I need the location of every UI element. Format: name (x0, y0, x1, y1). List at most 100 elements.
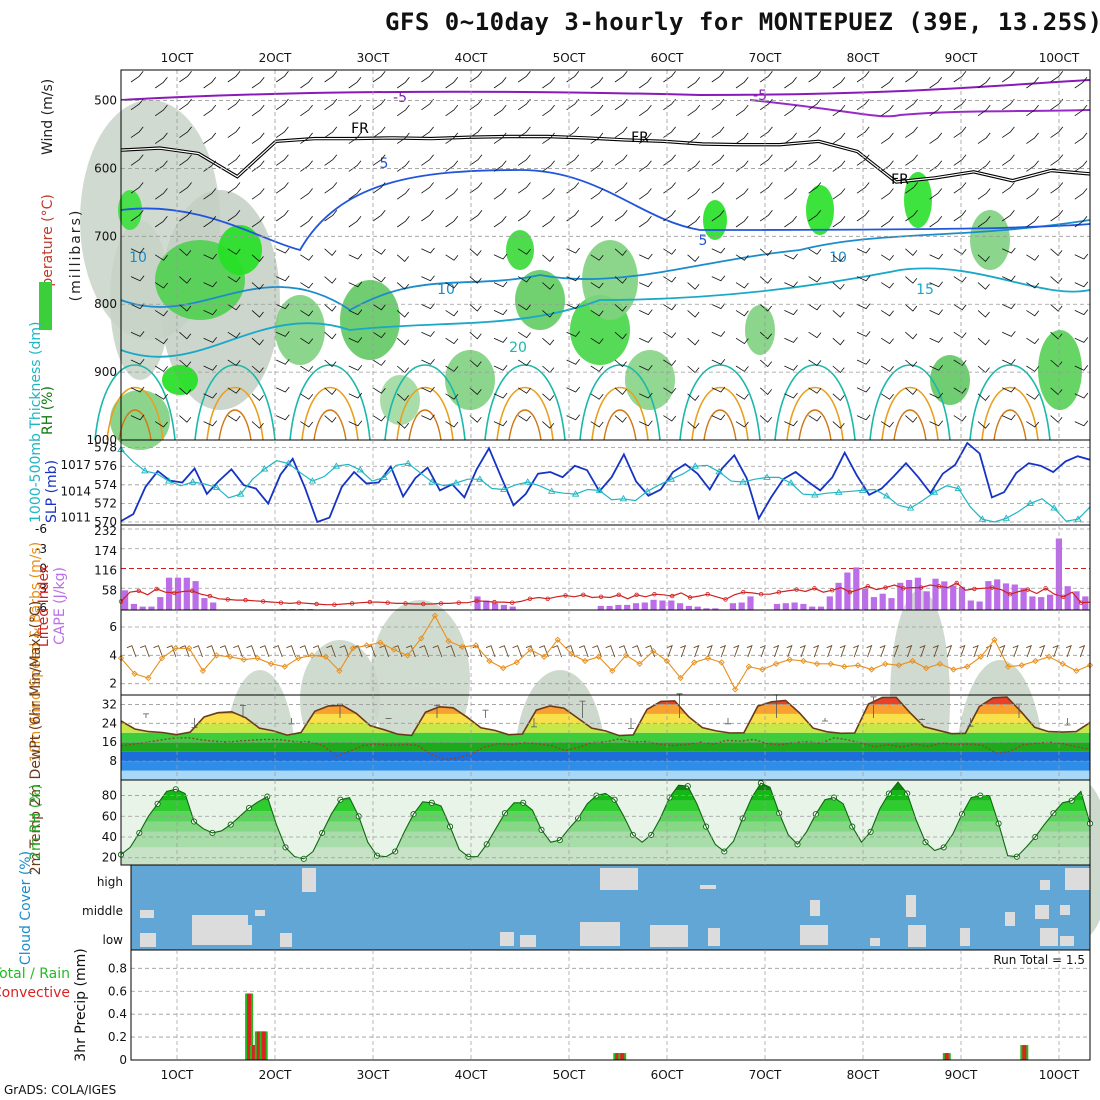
frames: 1OCT 1OCT 2OCT 2OCT 3OCT 3OCT 4OCT 4OCT 5OCT 5OCT… (120, 51, 1091, 1082)
wind-legend: 10m Wind Speed & Barbs (m/s) (28, 542, 44, 762)
wind-barb (130, 182, 144, 194)
isotherm-20 (969, 364, 1051, 441)
temperature-line (120, 696, 1091, 737)
rh-panel: 80 60 40 20 2m RH (%) (28, 780, 1094, 865)
y-tick-label: 0.4 (108, 1007, 127, 1021)
wind-barb (396, 254, 410, 262)
wind-barb (493, 77, 507, 89)
wind-barb (324, 304, 337, 312)
wind-barb (773, 644, 780, 658)
cape-bar (632, 603, 640, 610)
wind-barb (687, 254, 700, 262)
minmax-whisker (967, 718, 974, 727)
wind-barb (735, 104, 749, 117)
y-tick-label: 8 (109, 754, 117, 768)
wind-barb (1026, 132, 1039, 144)
wind-barb (552, 645, 563, 658)
wind-barb (929, 309, 944, 316)
wind-barb (784, 364, 798, 371)
wind-barb (590, 365, 604, 372)
wind-barb (227, 248, 241, 255)
minmax-whisker (676, 693, 683, 718)
wind-barb (614, 415, 627, 423)
minmax-whisker (191, 718, 198, 728)
cloud-cell (520, 935, 536, 947)
wind-barb (808, 98, 822, 111)
wind-barb (880, 310, 894, 317)
wind-barb (856, 358, 871, 365)
wind-barb (326, 645, 336, 658)
wind-barb (469, 415, 482, 423)
wind-barb (517, 210, 531, 222)
wind-barb (203, 364, 218, 371)
wind-barb (929, 364, 944, 371)
rh-legend-label: 2m RH (%) (28, 784, 44, 860)
wind-speed-point (936, 660, 944, 667)
wind-barb (784, 160, 797, 172)
wind-barb (130, 71, 144, 83)
wind-speed-point (636, 660, 643, 667)
wind-speed-point (404, 652, 411, 659)
wind-barb (154, 337, 168, 345)
wind-barb (953, 415, 967, 422)
wind-barb (614, 126, 628, 138)
wind-barb (445, 132, 459, 144)
wind-barb (542, 216, 555, 228)
cloud-legend-label: Cloud Cover (%) (18, 851, 34, 965)
isotherm-label: 5 (380, 156, 389, 172)
wind-barb (421, 154, 434, 166)
wind-barb (276, 331, 290, 337)
wind-barb (711, 358, 726, 365)
y-tick-label-right: 174 (94, 544, 117, 558)
wind-barb (808, 71, 822, 83)
wind-barb (977, 77, 991, 89)
wind-barb (735, 216, 749, 228)
wind-barb (324, 126, 338, 138)
wind-barb (372, 154, 386, 166)
wind-barb (130, 386, 145, 393)
cape-bar (624, 604, 631, 610)
isotherm-20 (384, 364, 466, 441)
wind-barb (421, 247, 435, 254)
cape-bar (923, 591, 930, 610)
wind-barb (856, 275, 871, 282)
wind-barb (977, 254, 990, 262)
y-tick-label-right: 1011 (60, 511, 91, 525)
wind-legend-label: Wind (m/s) (40, 79, 56, 155)
thickness-marker (380, 473, 388, 480)
wind-barb (517, 71, 531, 83)
temperature-band (121, 761, 1090, 771)
wind-barb (179, 331, 192, 340)
wind-barb (203, 253, 218, 260)
wind-barb (832, 254, 845, 262)
y-tick-label: 3 (39, 581, 47, 595)
wind-speed-point (1045, 653, 1053, 660)
cape-bar (1020, 587, 1027, 610)
wind-speed-point (1018, 662, 1025, 669)
rh-region-green (806, 185, 834, 235)
wind-barb (396, 160, 410, 172)
wind-barb (808, 359, 822, 366)
cape-bar (641, 602, 648, 610)
wind-barb (542, 310, 555, 318)
cape-bar (879, 593, 886, 610)
wind-barb (154, 254, 168, 261)
cape-bar (183, 577, 190, 610)
wind-barb (1026, 188, 1039, 200)
wind-barb (1074, 281, 1089, 288)
cloud-cell (708, 928, 720, 946)
minmax-whisker (143, 713, 149, 718)
wind-barb (227, 126, 241, 138)
wind-barb (614, 154, 628, 166)
wind-barb (735, 310, 749, 317)
precip-bar-convective (620, 1053, 625, 1060)
wind-barb (396, 104, 410, 117)
wind-barb (300, 132, 313, 144)
wind-barb (179, 154, 192, 166)
precip-bar-convective (944, 1053, 949, 1060)
wind-barb (324, 331, 337, 340)
wind-barb (638, 77, 652, 89)
wind-barb (1001, 154, 1015, 166)
isotherm-30 (508, 409, 542, 441)
wind-barb (227, 387, 241, 394)
